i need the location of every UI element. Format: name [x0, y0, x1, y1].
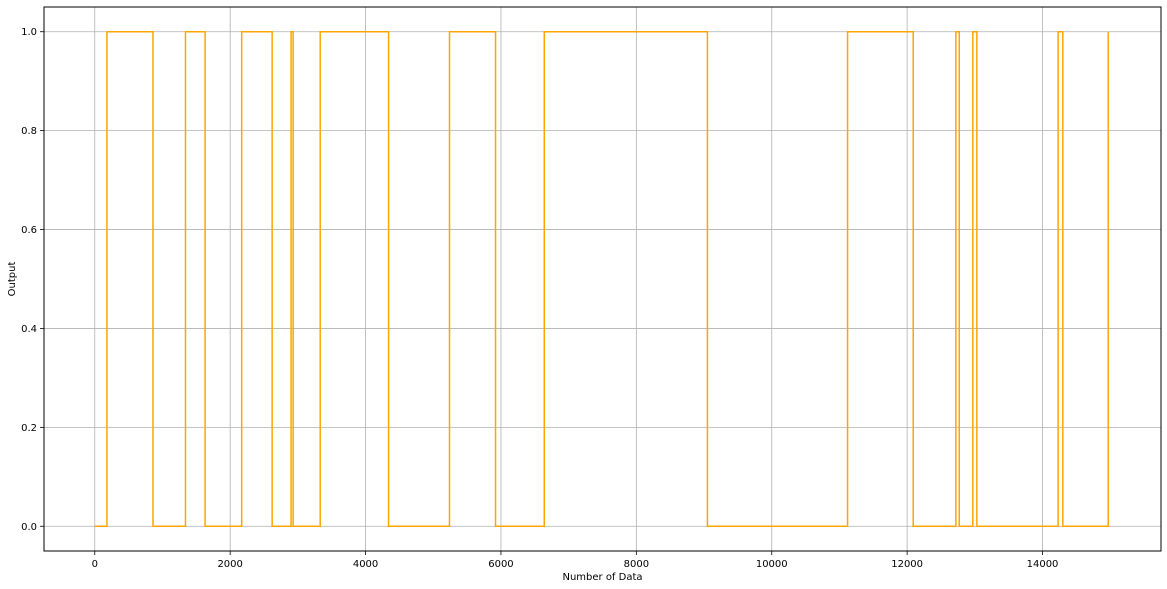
y-axis-ticks: 0.0 0.2 0.4 0.6 0.8 1.0: [21, 27, 44, 533]
x-axis-ticks: 0 2000 4000 6000 8000 10000 12000 14000: [92, 551, 1059, 570]
x-tick-label: 6000: [488, 559, 513, 570]
series-layer: [94, 30, 1109, 528]
y-tick-label: 0.8: [21, 126, 37, 137]
x-axis-label: Number of Data: [562, 572, 642, 583]
x-tick-label: 2000: [217, 559, 242, 570]
output-step-line: [94, 30, 1109, 528]
y-tick-label: 0.6: [21, 225, 37, 236]
x-tick-label: 4000: [353, 559, 378, 570]
x-tick-label: 0: [92, 559, 98, 570]
y-tick-label: 0.2: [21, 423, 37, 434]
x-tick-label: 14000: [1027, 559, 1059, 570]
y-tick-label: 1.0: [21, 27, 37, 38]
y-tick-label: 0.0: [21, 522, 37, 533]
x-tick-label: 8000: [624, 559, 649, 570]
x-tick-label: 10000: [756, 559, 788, 570]
y-axis-label: Output: [7, 262, 18, 297]
y-tick-label: 0.4: [21, 324, 37, 335]
x-tick-label: 12000: [891, 559, 923, 570]
plot-frame: [43, 6, 1162, 552]
